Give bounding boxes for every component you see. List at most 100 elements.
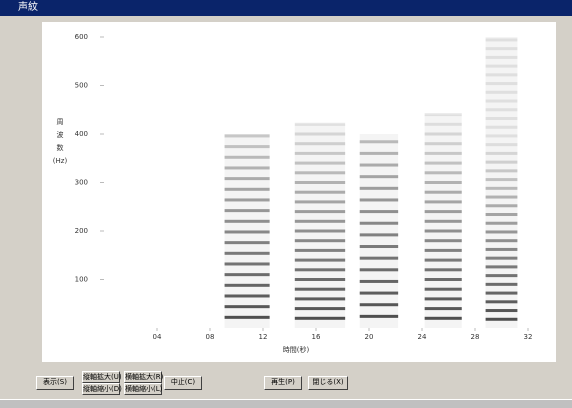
harmonic-band — [425, 230, 462, 233]
harmonic-band — [486, 91, 518, 94]
button[interactable]: 縦軸縮小(D) — [82, 383, 120, 395]
harmonic-band — [295, 288, 345, 291]
harmonic-band — [425, 200, 462, 203]
harmonic-band — [225, 294, 270, 297]
harmonic-band — [425, 239, 462, 242]
harmonic-band — [486, 108, 518, 111]
harmonic-band — [486, 134, 518, 137]
harmonic-band — [225, 220, 270, 223]
harmonic-band — [486, 178, 518, 181]
y-tick-label: 300 — [75, 179, 88, 187]
harmonic-band — [486, 318, 518, 321]
harmonic-band — [225, 262, 270, 265]
harmonic-band — [295, 152, 345, 155]
harmonic-band — [486, 300, 518, 303]
harmonic-band — [486, 82, 518, 85]
harmonic-band — [486, 100, 518, 103]
harmonic-band — [225, 188, 270, 191]
button[interactable]: 閉じる(X) — [308, 376, 348, 390]
harmonic-band — [425, 297, 462, 300]
harmonic-band — [486, 196, 518, 199]
harmonic-band — [486, 38, 518, 41]
harmonic-band — [486, 274, 518, 277]
x-tick-label: 24 — [418, 333, 427, 341]
harmonic-band — [295, 191, 345, 194]
harmonic-band — [225, 145, 270, 148]
y-axis-label: (Hz) — [53, 157, 68, 165]
harmonic-band — [225, 198, 270, 201]
harmonic-band — [486, 222, 518, 225]
harmonic-band — [295, 123, 345, 126]
button[interactable]: 縦軸拡大(U) — [82, 371, 120, 383]
harmonic-band — [295, 268, 345, 271]
y-axis-label: 周 — [57, 118, 64, 126]
harmonic-band — [295, 297, 345, 300]
segment-haze — [360, 134, 398, 328]
harmonic-band — [425, 171, 462, 174]
harmonic-band — [225, 230, 270, 233]
x-tick-label: 04 — [153, 333, 162, 341]
harmonic-band — [425, 162, 462, 165]
harmonic-band — [360, 233, 398, 236]
harmonic-band — [360, 315, 398, 318]
harmonic-band — [425, 259, 462, 262]
harmonic-band — [425, 133, 462, 136]
button[interactable]: 再生(P) — [264, 376, 302, 390]
harmonic-band — [360, 140, 398, 143]
harmonic-band — [295, 133, 345, 136]
harmonic-band — [295, 210, 345, 213]
harmonic-band — [425, 123, 462, 126]
harmonic-band — [225, 177, 270, 180]
harmonic-band — [486, 152, 518, 155]
harmonic-band — [486, 292, 518, 295]
harmonic-band — [295, 307, 345, 310]
harmonic-band — [295, 249, 345, 252]
harmonic-band — [425, 113, 462, 116]
button[interactable]: 中止(C) — [164, 376, 202, 390]
harmonic-band — [225, 209, 270, 212]
x-tick-label: 12 — [259, 333, 268, 341]
button[interactable]: 横軸縮小(L) — [124, 383, 162, 395]
harmonic-band — [360, 280, 398, 283]
harmonic-band — [425, 288, 462, 291]
harmonic-band — [295, 278, 345, 281]
x-axis-label: 時間(秒) — [283, 345, 310, 354]
harmonic-band — [225, 316, 270, 319]
harmonic-band — [360, 198, 398, 201]
harmonic-band — [425, 220, 462, 223]
harmonic-band — [486, 73, 518, 76]
harmonic-band — [360, 292, 398, 295]
button[interactable]: 横軸拡大(R) — [124, 371, 162, 383]
x-tick-label: 16 — [312, 333, 321, 341]
harmonic-band — [360, 222, 398, 225]
harmonic-band — [295, 220, 345, 223]
y-tick-label: 400 — [75, 130, 88, 138]
harmonic-band — [486, 309, 518, 312]
harmonic-band — [360, 268, 398, 271]
harmonic-band — [486, 187, 518, 190]
harmonic-band — [486, 169, 518, 172]
harmonic-band — [295, 239, 345, 242]
harmonic-band — [486, 230, 518, 233]
harmonic-band — [295, 181, 345, 184]
harmonic-band — [360, 210, 398, 213]
harmonic-band — [425, 210, 462, 213]
y-tick-label: 600 — [75, 33, 88, 41]
x-tick-label: 20 — [365, 333, 374, 341]
harmonic-band — [486, 117, 518, 120]
harmonic-band — [486, 213, 518, 216]
harmonic-band — [486, 204, 518, 207]
harmonic-band — [295, 142, 345, 145]
harmonic-band — [225, 134, 270, 137]
app-window: 声紋 1002003004005006000408121620242832周波数… — [0, 0, 572, 407]
harmonic-band — [225, 156, 270, 159]
harmonic-band — [360, 164, 398, 167]
y-axis-label: 数 — [57, 143, 64, 152]
button[interactable]: 表示(S) — [36, 376, 74, 390]
harmonic-band — [486, 239, 518, 242]
harmonic-band — [425, 191, 462, 194]
harmonic-band — [425, 278, 462, 281]
harmonic-band — [425, 249, 462, 252]
spectrogram-panel: 1002003004005006000408121620242832周波数(Hz… — [0, 0, 572, 400]
harmonic-band — [486, 143, 518, 146]
